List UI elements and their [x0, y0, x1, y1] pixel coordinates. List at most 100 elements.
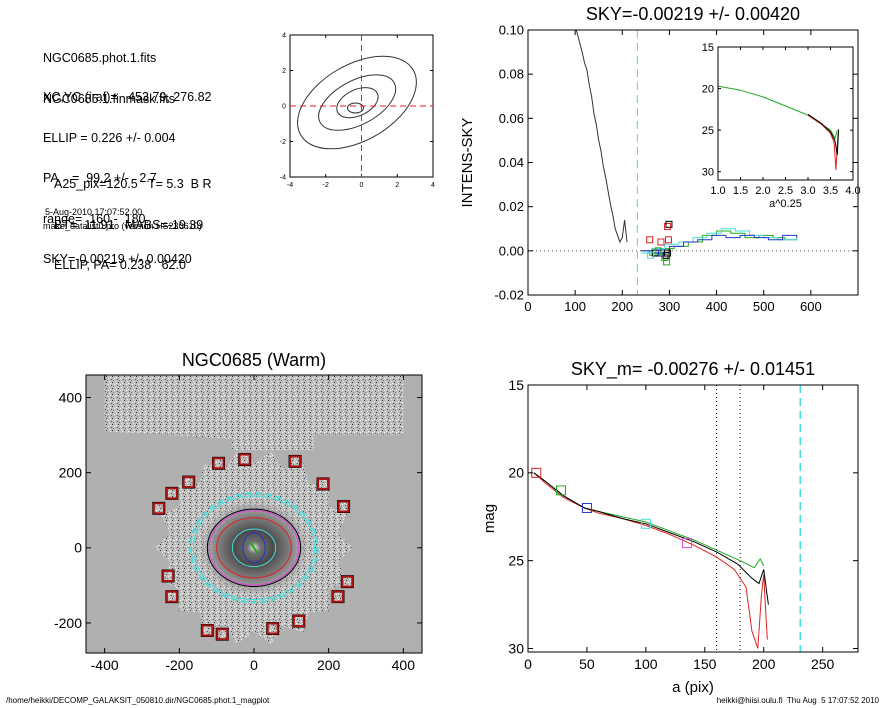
intensity-series-blue [641, 234, 798, 254]
magnitude-xtick-label: 200 [752, 656, 776, 672]
info-line-range: range= 160.- 180. [43, 211, 149, 226]
image-mask-box-outline [152, 502, 165, 515]
magnitude-marker [556, 485, 566, 496]
inset-series-red [807, 114, 839, 171]
inset-xtick-label: 3.5 [823, 185, 838, 197]
magnitude-xtick-label: 150 [693, 656, 717, 672]
image-noise-top [104, 375, 404, 451]
intensity-xtick-label: 600 [800, 299, 822, 314]
contour-ytick-label: 2 [282, 68, 286, 75]
image-mask-box-outline [182, 476, 195, 489]
magnitude-marker [682, 538, 693, 549]
contour-ytick-label: 4 [282, 32, 286, 39]
image-mask-box-outline [201, 624, 214, 637]
inset-xtick-label: 3.0 [800, 185, 815, 197]
image-mask-box-outline [292, 615, 305, 628]
intensity-ylabel: INTENS-SKY [459, 117, 476, 207]
contour-level [336, 87, 379, 119]
image-xtick-label: 400 [392, 657, 416, 673]
magnitude-ytick-label: 20 [508, 465, 524, 481]
image-ytick-label: 0 [74, 540, 82, 556]
info-line-sky: SKY=-0.00219 +/- 0.00420 [43, 252, 192, 266]
intensity-xtick-label: 400 [706, 299, 728, 314]
image-mask-box-outline [165, 487, 178, 500]
image-isophote-magenta [208, 510, 300, 586]
info-line-mask: NGC0685.1.finmask.fits [43, 91, 175, 106]
image-xtick-label: -400 [91, 657, 119, 673]
image-mask-box-outline [165, 590, 178, 603]
contour-xtick-label: -4 [287, 182, 293, 189]
magnitude-title: SKY_m= -0.00276 +/- 0.01451 [571, 359, 815, 380]
image-mask-box-outline [162, 569, 175, 582]
inset-ytick-label: 20 [702, 83, 714, 95]
inset-ytick-label: 30 [702, 167, 714, 179]
image-mask-box-outline [238, 453, 251, 466]
intensity-box-marker [647, 251, 655, 259]
image-isophote-red [216, 517, 292, 579]
contour-ytick-label: 0 [282, 103, 286, 110]
inset-xtick-label: 2.0 [755, 185, 770, 197]
inset-series-green [717, 85, 838, 140]
info-line-pa: PA = 99.2 +/- 2.7 [43, 171, 157, 185]
inset-ytick-label: 15 [702, 42, 714, 54]
inset-xtick-label: 4.0 [845, 185, 860, 197]
intensity-ytick-label: 0.02 [499, 199, 524, 214]
image-xtick-label: -200 [165, 657, 193, 673]
image-mask-box-outline [341, 575, 354, 588]
inset-series-black [807, 113, 840, 156]
image-title: NGC0685 (Warm) [182, 350, 326, 370]
inset-xtick-label: 1.5 [733, 185, 748, 197]
info-line-ellip-pa: ELLIP, PA= 0.238 62.0 [54, 258, 186, 272]
magnitude-marker [581, 502, 592, 513]
image-isophote-blue [242, 532, 266, 564]
info-line-fits: NGC0685.phot.1.fits [43, 51, 157, 65]
intensity-box-marker [663, 258, 671, 266]
image-isophote-cyan [193, 495, 315, 601]
image-mask-box-outline [266, 622, 279, 635]
intensity-xtick-label: 300 [659, 299, 681, 314]
footer-user: heikki@hiisi.oulu.fi Thu Aug 5 17:07:52 … [716, 696, 879, 705]
intensity-box-marker [664, 223, 672, 231]
magnitude-ylabel: mag [481, 504, 498, 533]
image-mask-box-outline [212, 457, 225, 470]
intensity-ytick-label: 0.06 [499, 111, 524, 126]
intensity-box-marker [664, 236, 672, 244]
info-filenames: NGC0685.phot.1.fits NGC0685.1.finmask.fi… [43, 25, 175, 120]
image-isophote-black [206, 508, 302, 588]
magnitude-ytick-label: 25 [508, 553, 524, 569]
intensity-ytick-label: 0.08 [499, 67, 524, 82]
image-ytick-label: 200 [59, 465, 83, 481]
contour-ytick-label: -4 [280, 174, 286, 181]
magnitude-xtick-label: 100 [634, 656, 658, 672]
info-line-center: XC,YC (iraf)= 453.79, 276.82 [43, 90, 212, 104]
image-mask-box-outline [337, 500, 350, 513]
inset-ytick-label: 25 [702, 125, 714, 137]
intensity-xtick-label: 100 [564, 299, 586, 314]
image-xtick-label: 200 [317, 657, 341, 673]
image-ytick-label: 400 [59, 389, 83, 405]
magnitude-marker [640, 518, 651, 529]
magnitude-xtick-label: 0 [524, 656, 532, 672]
contour-level [347, 102, 364, 114]
intensity-plot-area [575, 30, 798, 266]
image-mask-box-outline [332, 590, 344, 603]
intensity-xtick-label: 500 [753, 299, 775, 314]
intensity-profile-line [575, 30, 628, 244]
image-center-marker [249, 541, 259, 554]
magnitude-xtick-label: 250 [811, 656, 835, 672]
intensity-box-marker [664, 249, 672, 257]
info-program: make_datalist0.pro (version HS230610) [43, 221, 202, 231]
image-xtick-label: 0 [250, 657, 258, 673]
inset-bg [718, 47, 853, 180]
contour-level [318, 74, 397, 131]
intensity-title: SKY=-0.00219 +/- 0.00420 [586, 4, 800, 24]
intensity-box-marker [662, 251, 670, 259]
magnitude-ytick-label: 30 [508, 640, 524, 656]
inset-xtick-label: 2.5 [778, 185, 793, 197]
info-photometry: A25_pix=120.5 T= 5.3 B R BT= 11.91 MABS=… [54, 151, 212, 286]
footer-path: /home/heikki/DECOMP_GALAKSIT_050810.dir/… [6, 696, 270, 705]
inset-xtick-label: 1.0 [710, 185, 725, 197]
info-date: 5-Aug-2010 17:07:52.00 [45, 207, 143, 217]
info-line-a25: A25_pix=120.5 T= 5.3 B R [54, 177, 212, 191]
intensity-box-marker [657, 238, 665, 246]
